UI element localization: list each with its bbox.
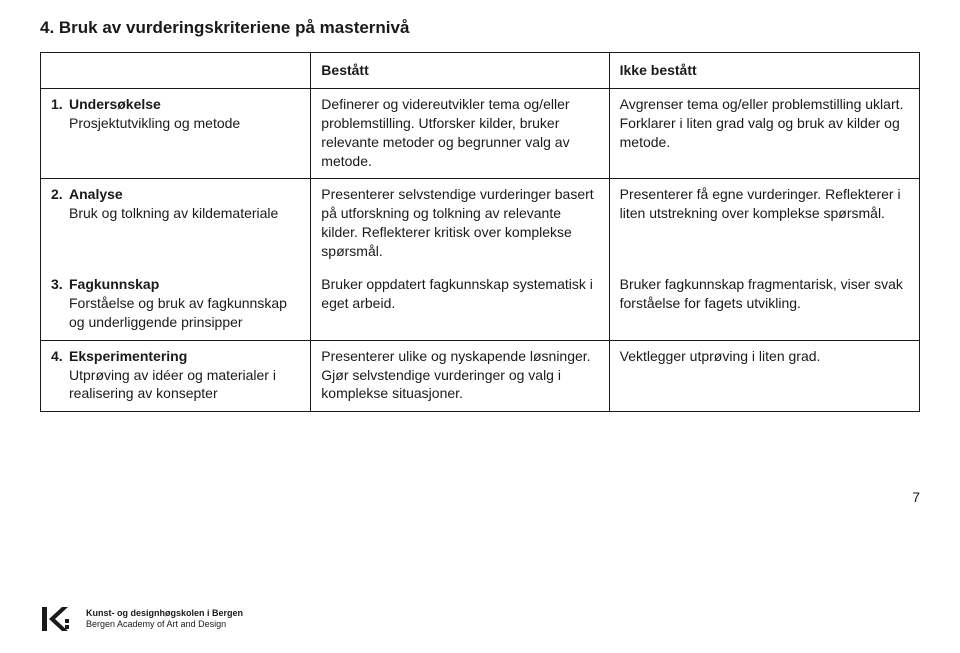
row-number: 3. [51, 275, 63, 294]
row-label: 1. Undersøkelse Prosjektutvikling og met… [41, 88, 311, 179]
row-pass: Presenterer selvstendige vurderinger bas… [311, 179, 609, 269]
row-label: 2. Analyse Bruk og tolkning av kildemate… [41, 179, 311, 269]
page-number: 7 [912, 489, 920, 505]
row-label: 4. Eksperimentering Utprøving av idéer o… [41, 340, 311, 412]
row-fail: Presenterer få egne vurderinger. Reflekt… [609, 179, 919, 269]
row-label: 3. Fagkunnskap Forståelse og bruk av fag… [41, 269, 311, 340]
row-number: 2. [51, 185, 63, 204]
row-subtitle: Utprøving av idéer og materialer i reali… [69, 366, 300, 404]
row-subtitle: Forståelse og bruk av fagkunnskap og und… [69, 294, 300, 332]
row-fail: Vektlegger utprøving i liten grad. [609, 340, 919, 412]
table-row: 1. Undersøkelse Prosjektutvikling og met… [41, 88, 920, 179]
row-fail: Avgrenser tema og/eller problemstilling … [609, 88, 919, 179]
table-row: 2. Analyse Bruk og tolkning av kildemate… [41, 179, 920, 269]
footer-line2: Bergen Academy of Art and Design [86, 619, 226, 629]
header-blank [41, 53, 311, 89]
footer-line1: Kunst- og designhøgskolen i Bergen [86, 608, 243, 619]
logo-icon [40, 605, 74, 633]
footer-text: Kunst- og designhøgskolen i Bergen Berge… [86, 608, 243, 630]
header-pass: Bestått [311, 53, 609, 89]
row-title: Eksperimentering [69, 348, 187, 364]
row-title: Analyse [69, 186, 123, 202]
criteria-table: Bestått Ikke bestått 1. Undersøkelse Pro… [40, 52, 920, 412]
row-number: 1. [51, 95, 63, 114]
section-heading: 4. Bruk av vurderingskriteriene på maste… [40, 18, 920, 38]
row-pass: Bruker oppdatert fagkunnskap systematisk… [311, 269, 609, 340]
footer: Kunst- og designhøgskolen i Bergen Berge… [40, 605, 243, 633]
page: 4. Bruk av vurderingskriteriene på maste… [0, 0, 960, 653]
row-pass: Definerer og videreutvikler tema og/elle… [311, 88, 609, 179]
row-subtitle: Prosjektutvikling og metode [69, 114, 300, 133]
row-subtitle: Bruk og tolkning av kildemateriale [69, 204, 300, 223]
table-header-row: Bestått Ikke bestått [41, 53, 920, 89]
table-row: 4. Eksperimentering Utprøving av idéer o… [41, 340, 920, 412]
row-number: 4. [51, 347, 63, 366]
row-fail: Bruker fagkunnskap fragmentarisk, viser … [609, 269, 919, 340]
row-title: Undersøkelse [69, 96, 161, 112]
row-pass: Presenterer ulike og nyskapende løsninge… [311, 340, 609, 412]
header-fail: Ikke bestått [609, 53, 919, 89]
table-row: 3. Fagkunnskap Forståelse og bruk av fag… [41, 269, 920, 340]
row-title: Fagkunnskap [69, 276, 159, 292]
